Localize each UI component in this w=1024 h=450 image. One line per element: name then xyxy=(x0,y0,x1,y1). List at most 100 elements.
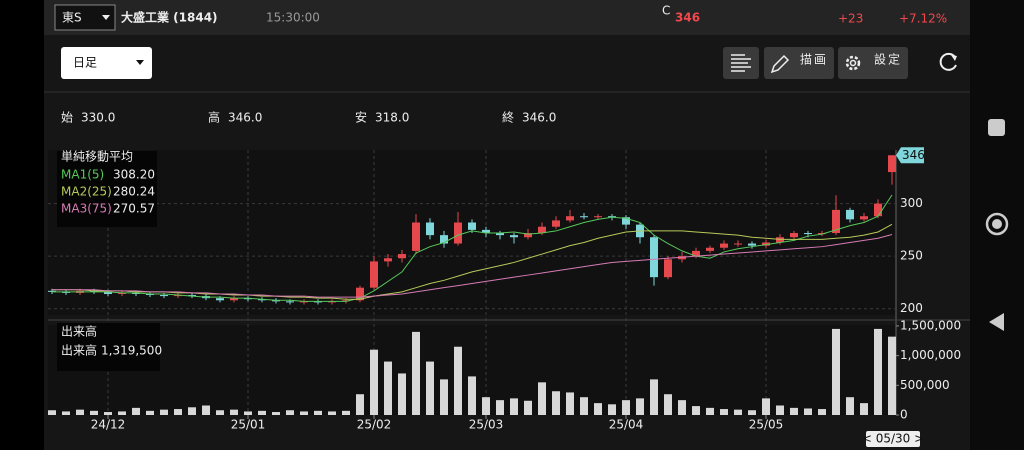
settings-button-bg xyxy=(838,47,908,79)
volume-bar xyxy=(244,411,252,415)
ohlc-label: 安 xyxy=(355,110,367,125)
nav-home-dot xyxy=(992,219,1002,229)
volume-bar xyxy=(286,410,294,415)
pencil-icon xyxy=(770,54,790,74)
stock-name: 大盛工業 (1844) xyxy=(121,10,218,25)
nav-home[interactable] xyxy=(985,212,1009,236)
draw-button[interactable]: 描画 xyxy=(764,47,834,79)
volume-bar xyxy=(160,409,168,415)
volume-bar xyxy=(174,409,182,415)
draw-label: 描画 xyxy=(800,53,828,67)
volume-title: 出来高 xyxy=(61,324,97,339)
volume-bar xyxy=(468,376,476,415)
candle-body xyxy=(412,222,420,251)
ohlc-value: 318.0 xyxy=(375,111,409,125)
volume-bar xyxy=(146,410,154,415)
y-tick-label: 300 xyxy=(900,196,923,210)
volume-bar xyxy=(580,397,588,415)
ohlc-label: 終 xyxy=(502,110,514,125)
volume-bar xyxy=(874,328,882,415)
x-tick-label: 25/01 xyxy=(231,418,266,432)
volume-bar xyxy=(342,410,350,415)
volume-bar xyxy=(104,412,112,415)
candle-body xyxy=(300,301,308,303)
candle-body xyxy=(468,222,476,230)
legend-name: MA1(5) xyxy=(61,168,104,182)
volume-bar xyxy=(202,405,210,415)
legend-name: MA2(25) xyxy=(61,185,112,199)
candle-body xyxy=(832,209,840,234)
candle-body xyxy=(692,250,700,257)
gear-icon xyxy=(845,55,861,71)
volume-bar xyxy=(328,411,336,415)
ma-title: 単純移動平均 xyxy=(61,150,133,164)
last-price-flag xyxy=(896,147,924,164)
volume-value: 1,319,500 xyxy=(101,344,162,358)
candle-body xyxy=(188,295,196,297)
volume-bar xyxy=(356,394,364,415)
volume-bar xyxy=(762,398,770,415)
x-tick-label: 25/02 xyxy=(357,418,392,432)
period-select[interactable] xyxy=(61,47,152,79)
volume-legend-bg xyxy=(57,323,160,371)
candle-body xyxy=(650,237,658,278)
volume-bar xyxy=(790,407,798,415)
volume-bar xyxy=(482,397,490,415)
ohlc-row: 始 330.0 高 346.0 安 318.0 終 346.0 xyxy=(61,110,556,125)
volume-bar xyxy=(552,391,560,415)
volume-bar xyxy=(132,407,140,415)
candle-body xyxy=(874,203,882,217)
candle-body xyxy=(510,235,518,238)
candle-body xyxy=(272,300,280,302)
volume-bar xyxy=(888,336,896,415)
settings-label: 設定 xyxy=(874,52,902,67)
candle-body xyxy=(664,259,672,278)
candle-body xyxy=(286,301,294,303)
dropdown-arrow xyxy=(136,60,144,65)
candle-body xyxy=(580,216,588,218)
volume-bar xyxy=(734,409,742,415)
candle-body xyxy=(748,243,756,246)
cursor-label: < 05/30 > xyxy=(862,432,924,446)
volume-tick-label: 500,000 xyxy=(900,378,950,392)
ma-line xyxy=(52,194,893,302)
candle-body xyxy=(860,216,868,220)
candle-body xyxy=(132,292,140,294)
legend-value: 270.57 xyxy=(113,202,155,216)
candle-body xyxy=(678,256,686,260)
candle-body xyxy=(762,242,770,246)
candle-body xyxy=(118,292,126,294)
volume-bar xyxy=(440,379,448,415)
ohlc-value: 346.0 xyxy=(522,111,556,125)
candle-body xyxy=(566,216,574,221)
volume-bar xyxy=(720,409,728,415)
change: +23 xyxy=(838,12,863,26)
refresh-arrow xyxy=(951,55,957,61)
volume-bar xyxy=(748,410,756,415)
refresh-icon[interactable] xyxy=(939,52,957,71)
settings-button[interactable]: 設定 xyxy=(838,47,908,79)
legend-name: MA3(75) xyxy=(61,202,112,216)
volume-bar xyxy=(62,411,70,415)
exchange: 東S xyxy=(62,11,82,25)
y-tick-label: 250 xyxy=(900,249,923,263)
time: 15:30:00 xyxy=(266,11,320,25)
ohlc-value: 346.0 xyxy=(228,111,262,125)
candle-body xyxy=(342,300,350,302)
volume-tick-label: 1,500,000 xyxy=(900,318,961,332)
volume-bar xyxy=(538,382,546,415)
header-bar xyxy=(44,0,970,35)
volume-name: 出来高 xyxy=(61,343,97,358)
volume-bar xyxy=(804,408,812,415)
volume-bar xyxy=(454,346,462,415)
volume-bar xyxy=(314,410,322,415)
volume-bar xyxy=(524,400,532,415)
candle-body xyxy=(706,247,714,251)
volume-bar xyxy=(426,361,434,415)
nav-back[interactable] xyxy=(989,313,1004,331)
legend-value: 308.20 xyxy=(113,168,155,182)
candle-body xyxy=(356,287,364,301)
candle-body xyxy=(258,299,266,301)
nav-recent[interactable] xyxy=(988,119,1005,136)
